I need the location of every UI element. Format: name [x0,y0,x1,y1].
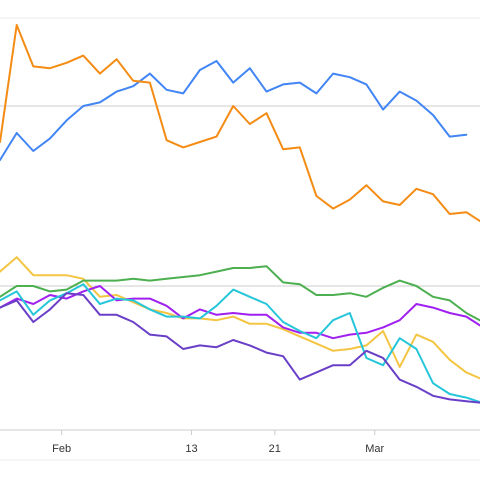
x-tick-label: 13 [185,443,197,455]
series-line-7 [0,292,480,404]
series-line-6 [0,283,480,404]
series-line-5 [0,285,480,340]
series-layer [0,24,480,404]
series-line-2 [0,24,480,223]
x-tick-label: Mar [365,443,384,455]
x-tick-label: 21 [269,443,281,455]
series-line-1 [0,60,468,161]
x-axis: Feb 13 21 Mar [52,430,385,455]
series-line-3 [0,256,480,380]
grid-layer [0,17,480,461]
x-tick-label: Feb [52,443,71,455]
series-line-4 [0,265,480,322]
